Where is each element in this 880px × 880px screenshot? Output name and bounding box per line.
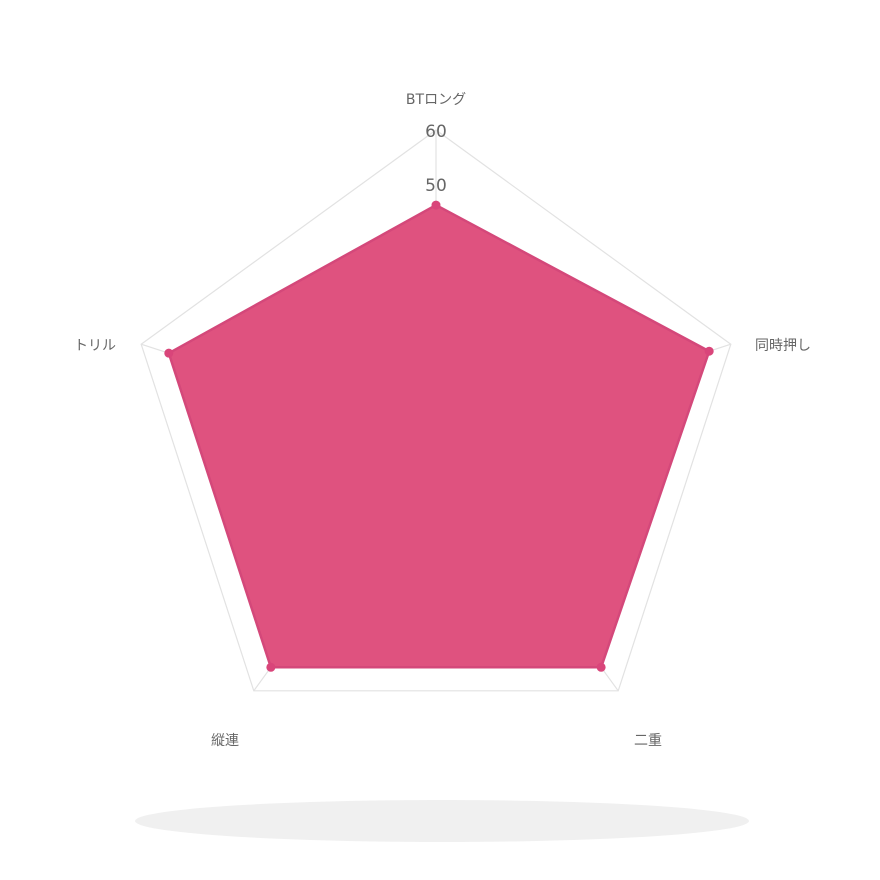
radial-ticks: 50 60 [425, 122, 447, 196]
data-point-2[interactable] [596, 662, 606, 672]
axis-labels: BTロング 同時押し 二重 縦連 トリル [74, 92, 811, 749]
data-point-1[interactable] [704, 346, 714, 356]
data-point-3[interactable] [266, 662, 276, 672]
axis-label-simultaneous: 同時押し [755, 338, 811, 354]
data-point-0[interactable] [431, 200, 441, 210]
tick-label-50: 50 [425, 176, 447, 196]
axis-label-double: 二重 [634, 733, 662, 749]
axis-label-bt-long: BTロング [406, 92, 466, 108]
axis-label-vertical-repeat: 縦連 [211, 733, 239, 749]
tick-label-60: 60 [425, 122, 447, 142]
series-area [167, 203, 711, 669]
data-point-4[interactable] [164, 348, 174, 358]
grid-ring-outer [140, 129, 732, 692]
radar-series [164, 200, 714, 672]
axis-label-trill: トリル [74, 338, 116, 354]
chart-shadow [135, 800, 749, 842]
